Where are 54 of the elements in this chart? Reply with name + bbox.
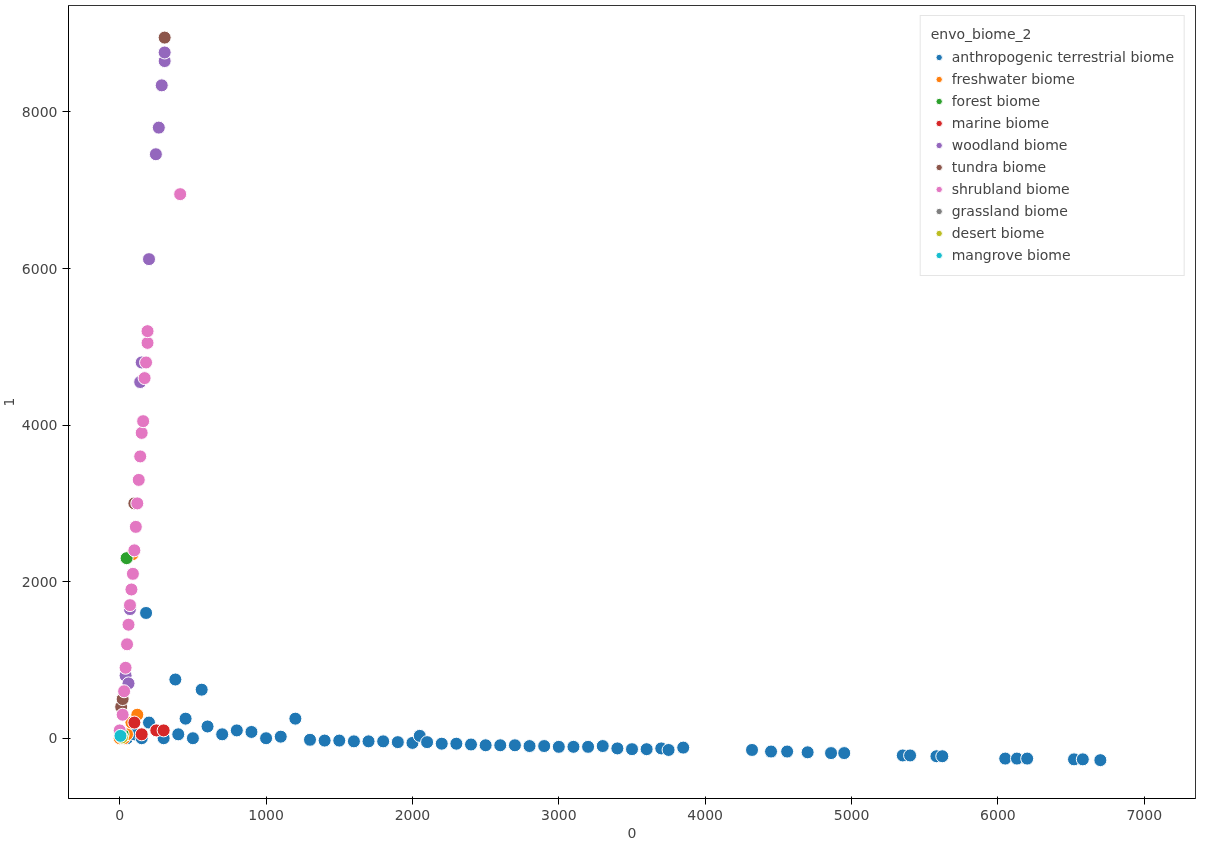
legend-label: grassland biome	[951, 202, 1068, 220]
y-tick-label: 8000	[21, 103, 58, 120]
x-tick-label: 1000	[248, 806, 284, 823]
point	[121, 617, 136, 632]
point	[148, 147, 163, 162]
legend-label: freshwater biome	[951, 70, 1075, 88]
point	[156, 723, 171, 738]
legend-label: desert biome	[951, 224, 1045, 242]
point	[136, 414, 151, 429]
legend-label: woodland biome	[951, 136, 1068, 154]
point	[117, 684, 132, 699]
point	[157, 45, 172, 60]
point	[125, 566, 140, 581]
x-tick-label: 2000	[394, 806, 431, 823]
point	[134, 727, 149, 742]
point	[154, 78, 169, 93]
point	[131, 472, 146, 487]
point	[142, 252, 156, 267]
point	[137, 371, 152, 386]
x-tick-label: 0	[115, 806, 125, 823]
point	[119, 551, 134, 566]
point	[134, 425, 149, 440]
point	[124, 582, 139, 597]
legend-label: anthropogenic terrestrial biome	[951, 48, 1174, 66]
point	[118, 660, 133, 675]
x-tick-label: 4000	[687, 806, 724, 823]
point	[140, 324, 155, 339]
legend-label: forest biome	[951, 92, 1041, 110]
point	[115, 707, 130, 722]
point	[173, 187, 188, 202]
y-tick-label: 4000	[21, 417, 58, 434]
legend-title: envo_biome_2	[930, 26, 1033, 42]
legend-label: shrubland biome	[951, 180, 1070, 198]
y-tick-label: 0	[48, 730, 58, 747]
point	[157, 30, 172, 45]
y-tick-label: 2000	[21, 573, 58, 590]
y-axis-title: 1	[0, 397, 17, 407]
legend-label: mangrove biome	[951, 246, 1071, 264]
y-tick-label: 6000	[21, 260, 58, 277]
x-tick-label: 7000	[1126, 806, 1163, 823]
x-tick-label: 3000	[541, 806, 577, 823]
x-axis-title: 0	[627, 824, 637, 841]
x-tick-label: 5000	[833, 806, 870, 823]
point	[122, 598, 137, 613]
x-tick-label: 6000	[980, 806, 1016, 823]
point	[128, 519, 143, 534]
point	[151, 120, 166, 135]
point	[140, 335, 155, 350]
point	[139, 355, 154, 370]
point	[133, 449, 148, 464]
legend-label: tundra biome	[951, 158, 1047, 176]
legend-label: marine biome	[951, 114, 1050, 132]
point	[127, 543, 142, 558]
point	[120, 637, 135, 652]
